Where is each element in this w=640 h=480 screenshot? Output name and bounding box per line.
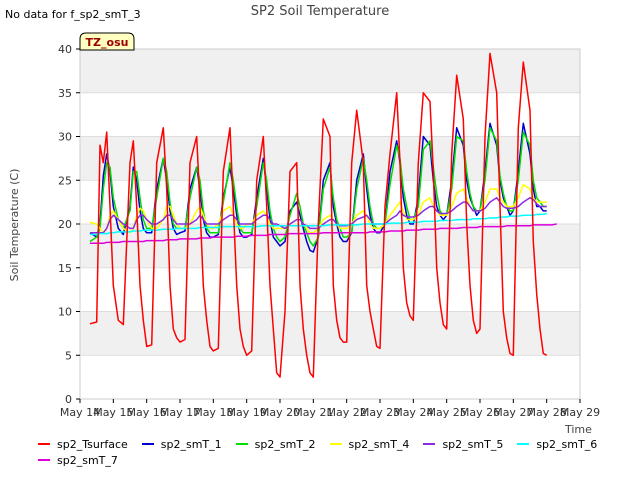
legend-swatch (38, 443, 50, 445)
legend: sp2_Tsurface sp2_smT_1 sp2_smT_2 sp2_smT_4 s… (38, 436, 638, 468)
legend-label: sp2_smT_2 (254, 437, 316, 451)
x-tick-label: May 21 (293, 406, 333, 419)
x-tick-label: May 18 (193, 406, 233, 419)
legend-swatch (235, 443, 248, 445)
legend-swatch (38, 459, 50, 461)
x-tick-label: May 16 (127, 406, 167, 419)
legend-swatch (423, 443, 436, 445)
legend-label: sp2_Tsurface (57, 437, 128, 451)
timezone-badge-box (79, 32, 135, 51)
y-tick-label: 0 (65, 393, 72, 406)
timezone-badge: TZ_osu (79, 32, 135, 51)
x-tick-label: May 20 (260, 406, 300, 419)
no-data-note: No data for f_sp2_smT_3 (5, 8, 141, 21)
plot-background-bands (80, 49, 580, 399)
y-tick-label: 5 (65, 349, 72, 362)
legend-label: sp2_smT_1 (160, 437, 222, 451)
legend-swatch (329, 443, 342, 445)
legend-label: sp2_smT_6 (536, 437, 598, 451)
legend-item: sp2_smT_4 (329, 436, 410, 452)
y-tick-label: 15 (58, 262, 72, 275)
y-tick-label: 10 (58, 306, 72, 319)
legend-item: sp2_smT_5 (423, 436, 503, 452)
legend-item: sp2_smT_2 (235, 436, 316, 452)
x-tick-label: May 19 (227, 406, 267, 419)
series-lines (89, 52, 557, 378)
legend-row: sp2_smT_7 (38, 452, 638, 468)
x-tick-label: May 24 (393, 406, 433, 419)
legend-swatch (141, 443, 154, 445)
plot-band (80, 92, 580, 137)
y-axis: 0 5 10 15 20 25 30 35 40 (58, 43, 80, 406)
x-tick-label: May 29 (560, 406, 600, 419)
y-tick-label: 20 (58, 218, 72, 231)
x-tick-label: May 17 (160, 406, 200, 419)
y-tick-label: 25 (58, 174, 72, 187)
legend-item: sp2_smT_6 (517, 436, 597, 452)
legend-item: sp2_smT_7 (38, 452, 118, 468)
plot-band (80, 267, 580, 312)
legend-label: sp2_smT_4 (348, 437, 410, 451)
legend-swatch (517, 443, 530, 445)
x-tick-label: May 14 (60, 406, 100, 419)
legend-label: sp2_smT_5 (442, 437, 504, 451)
y-tick-label: 30 (58, 131, 72, 144)
legend-row: sp2_Tsurface sp2_smT_1 sp2_smT_2 sp2_smT_4 s… (38, 436, 638, 452)
x-tick-label: May 15 (93, 406, 133, 419)
legend-item: sp2_smT_1 (141, 436, 222, 452)
plot-band (80, 311, 580, 356)
x-tick-label: May 28 (527, 406, 567, 419)
x-axis-label: Time (564, 423, 592, 436)
plot-band (80, 49, 580, 93)
plot-band (80, 355, 580, 399)
x-tick-label: May 26 (460, 406, 500, 419)
legend-item: sp2_Tsurface (38, 436, 128, 452)
y-tick-label: 35 (58, 87, 72, 100)
series-line-sp2-Tsurface (89, 52, 548, 378)
plot-band (80, 224, 580, 268)
legend-label: sp2_smT_7 (57, 453, 118, 467)
x-tick-label: May 25 (427, 406, 467, 419)
y-axis-label: Soil Temperature (C) (8, 169, 21, 282)
x-tick-label: May 23 (360, 406, 400, 419)
timezone-badge-label: TZ_osu (86, 36, 129, 49)
chart-title: SP2 Soil Temperature (251, 4, 389, 19)
y-tick-label: 40 (58, 43, 72, 56)
x-tick-label: May 22 (327, 406, 367, 419)
x-tick-label: May 27 (493, 406, 533, 419)
